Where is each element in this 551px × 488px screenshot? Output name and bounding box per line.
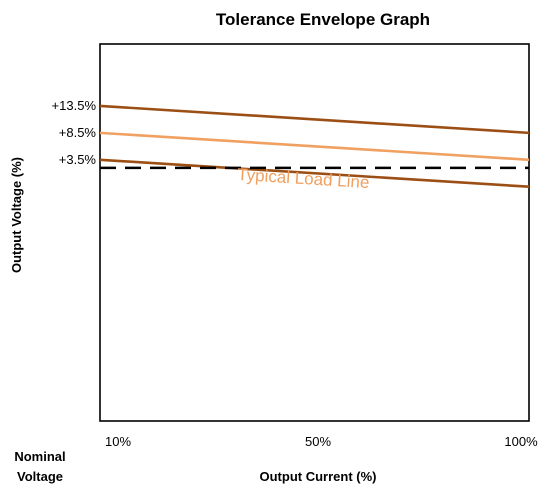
x-tick-label: 100% xyxy=(504,434,538,449)
chart-title: Tolerance Envelope Graph xyxy=(216,10,430,29)
plot-area xyxy=(99,43,530,422)
y-tick-label: +3.5% xyxy=(59,152,97,167)
y-tick-label: +13.5% xyxy=(52,98,97,113)
y-tick-label: +8.5% xyxy=(59,125,97,140)
series-line-upper-tolerance xyxy=(99,104,530,135)
series-line-typical-load-line xyxy=(99,131,530,162)
nominal-voltage-label-line2: Voltage xyxy=(17,469,63,484)
x-tick-label: 50% xyxy=(305,434,331,449)
series-line-lower-tolerance xyxy=(99,158,530,189)
typical-load-line-label: Typical Load Line xyxy=(237,165,370,192)
y-axis-title: Output Voltage (%) xyxy=(9,157,24,273)
x-axis-title: Output Current (%) xyxy=(260,469,377,484)
x-tick-labels: 10% 50% 100% xyxy=(105,434,538,449)
nominal-voltage-label-line1: Nominal xyxy=(14,449,65,464)
series-layer xyxy=(99,104,530,189)
x-tick-label: 10% xyxy=(105,434,131,449)
y-tick-labels: +13.5% +8.5% +3.5% xyxy=(52,98,97,167)
